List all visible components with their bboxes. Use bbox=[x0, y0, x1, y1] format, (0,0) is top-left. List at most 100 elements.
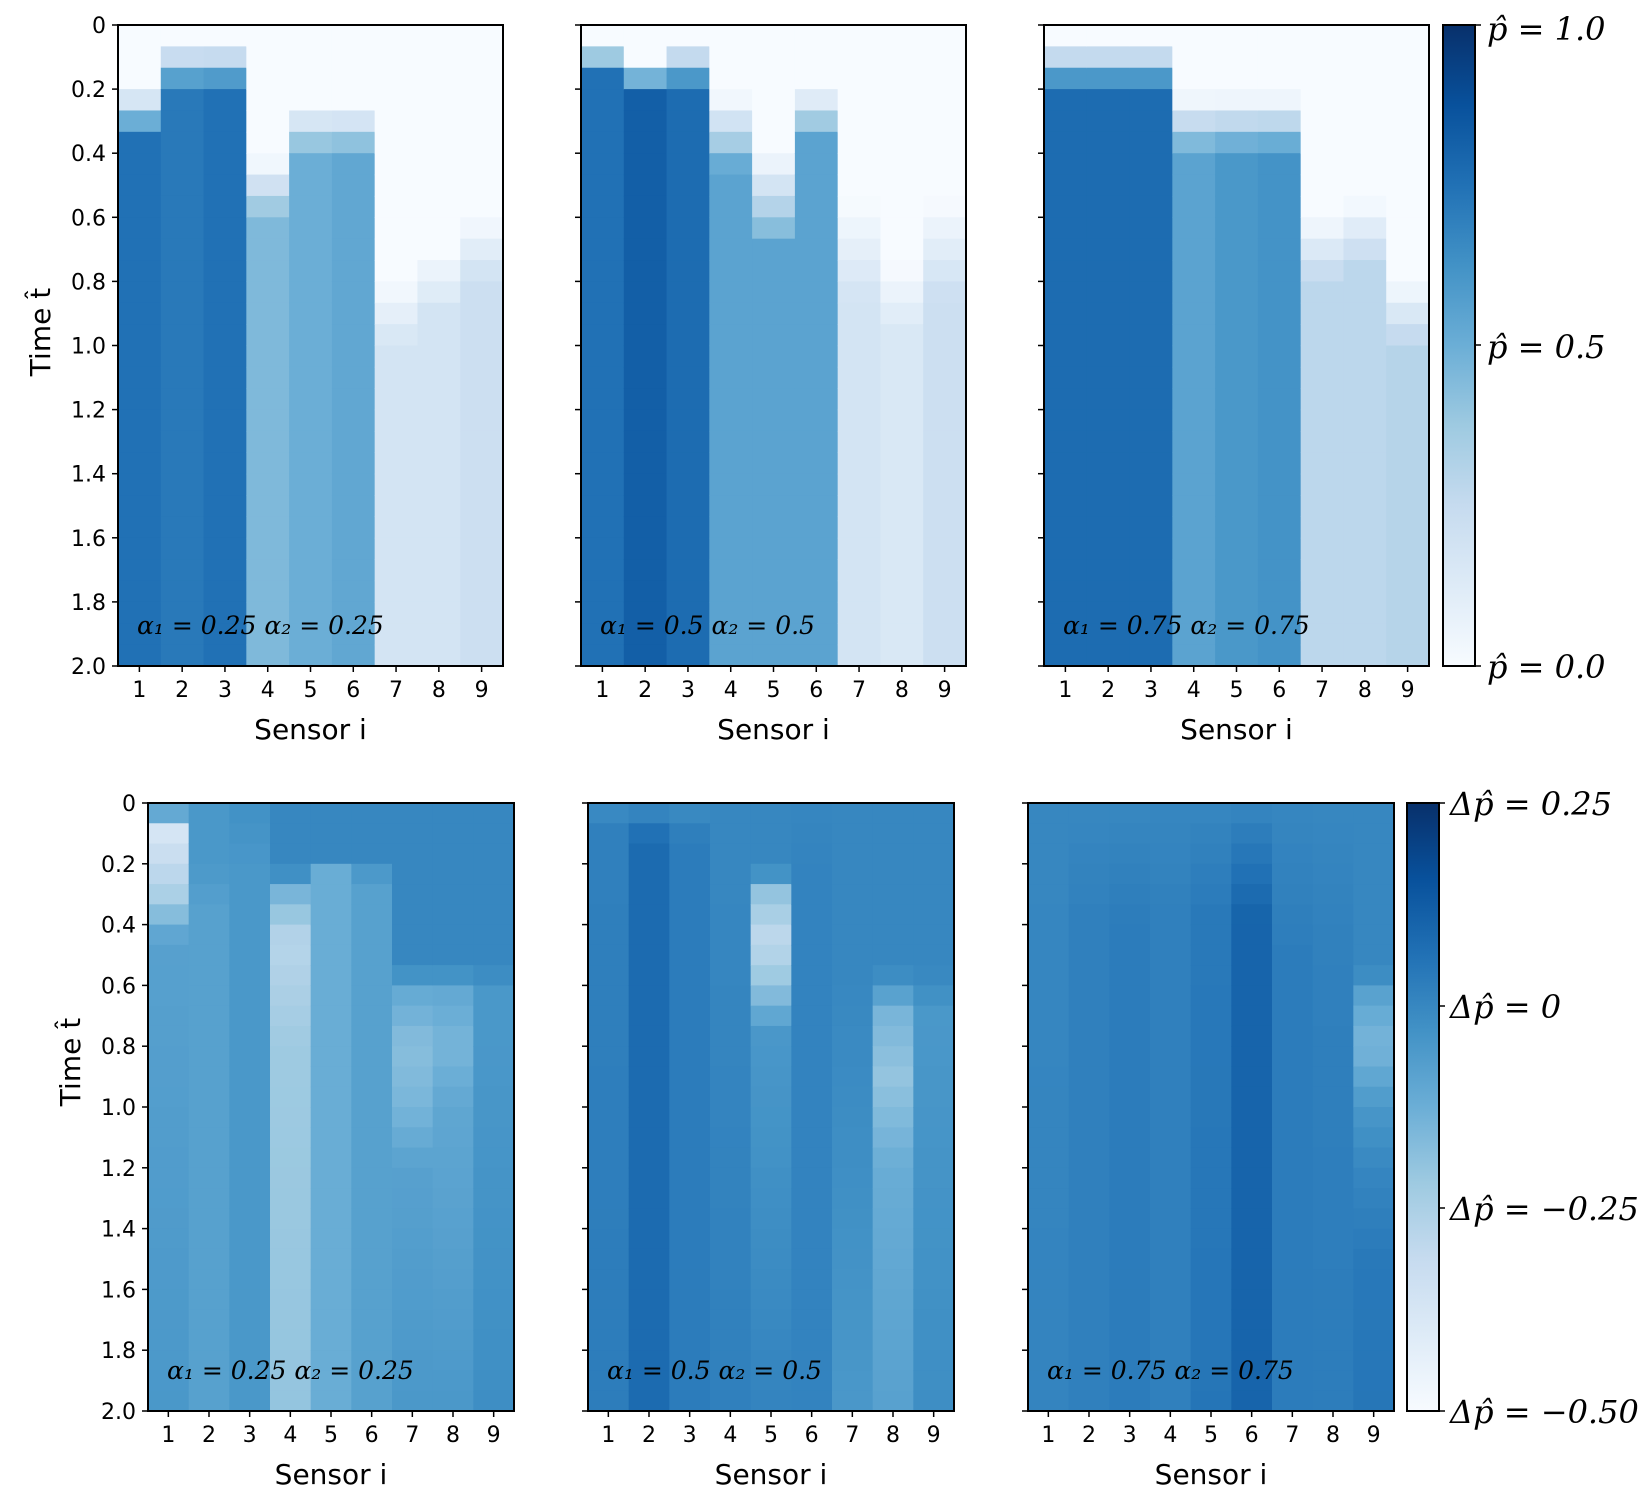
heatmap-cell-s7-t14 bbox=[374, 324, 419, 347]
heatmap-cell-s3-t6 bbox=[1109, 924, 1151, 946]
heatmap-cell-s5-t21 bbox=[752, 473, 796, 496]
heatmap-cell-s3-t18 bbox=[666, 409, 710, 432]
heatmap-cell-s8-t17 bbox=[880, 388, 924, 411]
heatmap-cell-s3-t17 bbox=[1129, 388, 1173, 411]
heatmap-cell-s6-t6 bbox=[1257, 153, 1302, 176]
heatmap-cell-s1-t2 bbox=[1028, 843, 1070, 865]
heatmap-cell-s5-t0 bbox=[752, 25, 796, 47]
heatmap-cell-s4-t7 bbox=[1150, 944, 1192, 966]
heatmap-cell-s6-t16 bbox=[1231, 1127, 1273, 1149]
heatmap-cell-s8-t9 bbox=[1312, 985, 1354, 1007]
heatmap-cell-s3-t10 bbox=[229, 1005, 271, 1027]
heatmap-cell-s5-t18 bbox=[289, 409, 333, 432]
heatmap-cell-s8-t16 bbox=[1312, 1127, 1354, 1149]
heatmap-cell-s3-t22 bbox=[669, 1248, 711, 1270]
heatmap-cell-s1-t14 bbox=[581, 324, 625, 347]
heatmap-cell-s6-t28 bbox=[791, 1370, 833, 1392]
heatmap-cell-s2-t22 bbox=[160, 495, 205, 518]
heatmap-cell-s1-t6 bbox=[1028, 924, 1070, 946]
heatmap-cell-s2-t14 bbox=[623, 324, 668, 347]
heatmap-cell-s1-t14 bbox=[1044, 324, 1088, 347]
heatmap-cell-s3-t4 bbox=[1129, 110, 1173, 133]
heatmap-cell-s6-t9 bbox=[1231, 985, 1273, 1007]
x-tick-label: 6 bbox=[1245, 1423, 1259, 1448]
heatmap-cell-s5-t4 bbox=[289, 110, 333, 133]
heatmap-cell-s7-t18 bbox=[374, 409, 419, 432]
heatmap-cell-s9-t17 bbox=[460, 388, 504, 411]
heatmap-cell-s3-t1 bbox=[669, 823, 711, 845]
heatmap-cell-s4-t0 bbox=[1172, 25, 1216, 47]
heatmap-cell-s4-t26 bbox=[1172, 580, 1216, 603]
heatmap-cell-s7-t9 bbox=[1272, 985, 1314, 1007]
heatmap-cell-s6-t15 bbox=[1257, 345, 1302, 368]
heatmap-cell-s1-t20 bbox=[581, 452, 625, 475]
heatmap-cell-s5-t10 bbox=[1190, 1005, 1232, 1027]
heatmap-cell-s3-t25 bbox=[1109, 1309, 1151, 1331]
heatmap-cell-s9-t7 bbox=[923, 174, 967, 197]
heatmap-cell-s7-t4 bbox=[832, 884, 874, 905]
heatmap-cell-s3-t2 bbox=[666, 67, 710, 90]
heatmap-cell-s1-t12 bbox=[588, 1046, 630, 1068]
heatmap-cell-s4-t12 bbox=[1172, 281, 1216, 304]
heatmap-cell-s2-t23 bbox=[628, 1269, 670, 1290]
heatmap-cell-s3-t7 bbox=[203, 174, 247, 197]
heatmap-cell-s9-t24 bbox=[460, 537, 504, 560]
heatmap-cell-s9-t3 bbox=[473, 863, 515, 885]
heatmap-cell-s3-t29 bbox=[1109, 1390, 1151, 1412]
heatmap-cell-s6-t13 bbox=[1257, 302, 1302, 325]
heatmap-cell-s7-t16 bbox=[1300, 366, 1345, 389]
heatmap-cell-s1-t25 bbox=[148, 1309, 190, 1331]
heatmap-cell-s1-t8 bbox=[581, 195, 625, 218]
heatmap-cell-s6-t13 bbox=[1231, 1066, 1273, 1088]
heatmap-cell-s9-t27 bbox=[473, 1350, 515, 1372]
heatmap-cell-s6-t5 bbox=[331, 131, 376, 154]
heatmap-cell-s2-t5 bbox=[1086, 131, 1131, 154]
heatmap-cell-s2-t4 bbox=[623, 110, 668, 133]
heatmap-cell-s1-t19 bbox=[1044, 430, 1088, 453]
heatmap-cell-s5-t2 bbox=[289, 67, 333, 90]
heatmap-cell-s4-t0 bbox=[709, 25, 753, 47]
heatmap-cell-s9-t14 bbox=[1353, 1086, 1395, 1108]
heatmap-cell-s2-t17 bbox=[628, 1147, 670, 1169]
heatmap-cell-s8-t23 bbox=[872, 1269, 914, 1290]
heatmap-cell-s5-t9 bbox=[310, 985, 352, 1007]
heatmap-cell-s9-t21 bbox=[1353, 1228, 1395, 1250]
heatmap-cell-s9-t18 bbox=[1386, 409, 1430, 432]
heatmap-cell-s8-t4 bbox=[432, 884, 474, 905]
heatmap-cell-s6-t4 bbox=[351, 884, 393, 905]
heatmap-cell-s6-t17 bbox=[794, 388, 839, 411]
colorbar-b-label-1: Δp̂ = 0 bbox=[1448, 988, 1561, 1026]
heatmap-cell-s1-t28 bbox=[1044, 623, 1088, 646]
heatmap-cell-s5-t13 bbox=[750, 1066, 792, 1088]
heatmap-cell-s4-t19 bbox=[1172, 430, 1216, 453]
heatmap-cell-s3-t22 bbox=[1129, 495, 1173, 518]
heatmap-cell-s9-t29 bbox=[473, 1390, 515, 1412]
heatmap-cell-s7-t15 bbox=[1272, 1107, 1314, 1128]
heatmap-cell-s1-t4 bbox=[581, 110, 625, 133]
heatmap-cell-s8-t13 bbox=[880, 302, 924, 325]
heatmap-cell-s7-t22 bbox=[374, 495, 419, 518]
heatmap-cell-s8-t26 bbox=[432, 1329, 474, 1351]
heatmap-cell-s6-t27 bbox=[1257, 601, 1302, 624]
heatmap-cell-s2-t21 bbox=[1086, 473, 1131, 496]
heatmap-cell-s5-t21 bbox=[1215, 473, 1259, 496]
heatmap-cell-s1-t26 bbox=[1028, 1329, 1070, 1351]
heatmap-cell-s2-t8 bbox=[628, 965, 670, 986]
heatmap-cell-s8-t9 bbox=[880, 217, 924, 240]
heatmap-cell-s6-t21 bbox=[1231, 1228, 1273, 1250]
heatmap-cell-s7-t20 bbox=[832, 1208, 874, 1230]
heatmap-cell-s8-t24 bbox=[880, 537, 924, 560]
heatmap-cell-s3-t28 bbox=[666, 623, 710, 646]
heatmap-cell-s4-t12 bbox=[270, 1046, 312, 1068]
x-tick-label: 3 bbox=[1144, 678, 1158, 703]
heatmap-cell-s7-t3 bbox=[374, 89, 419, 112]
heatmap-cell-s7-t23 bbox=[1300, 516, 1345, 539]
heatmap-cell-s4-t6 bbox=[710, 924, 752, 946]
heatmap-cell-s9-t12 bbox=[923, 281, 967, 304]
heatmap-cell-s2-t0 bbox=[1086, 25, 1131, 47]
heatmap-cell-s9-t27 bbox=[460, 601, 504, 624]
heatmap-cell-s9-t14 bbox=[923, 324, 967, 347]
heatmap-cell-s1-t28 bbox=[588, 1370, 630, 1392]
heatmap-cell-s8-t3 bbox=[1312, 863, 1354, 885]
